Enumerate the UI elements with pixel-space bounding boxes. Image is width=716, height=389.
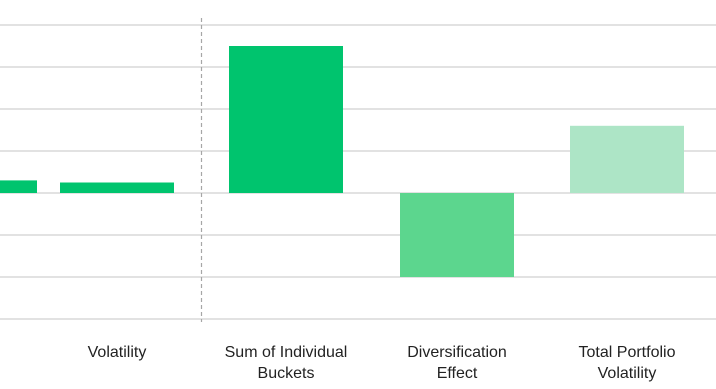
category-label-line: Sum of Individual: [224, 344, 348, 361]
category-label-sum-of-individual-buckets: Sum of Individual Buckets: [211, 342, 361, 384]
category-label-line: Effect: [436, 365, 478, 382]
category-label-line: Volatility: [597, 365, 657, 382]
category-label-total-portfolio-volatility: Total Portfolio Volatility: [552, 342, 702, 384]
bar-partial: [0, 180, 37, 193]
bar-sum-of-individual-buckets: [229, 46, 343, 193]
bar-volatility: [60, 182, 174, 193]
category-label-line: Diversification: [407, 344, 507, 361]
bar-total-portfolio-volatility: [570, 125, 684, 193]
category-label-line: Buckets: [257, 365, 315, 382]
category-label-diversification-effect: Diversification Effect: [382, 342, 532, 384]
bars: [0, 46, 684, 277]
bar-diversification-effect: [400, 193, 514, 277]
category-label-line: Volatility: [87, 344, 147, 361]
category-label-volatility: Volatility: [42, 342, 192, 363]
category-label-line: Total Portfolio: [578, 344, 676, 361]
